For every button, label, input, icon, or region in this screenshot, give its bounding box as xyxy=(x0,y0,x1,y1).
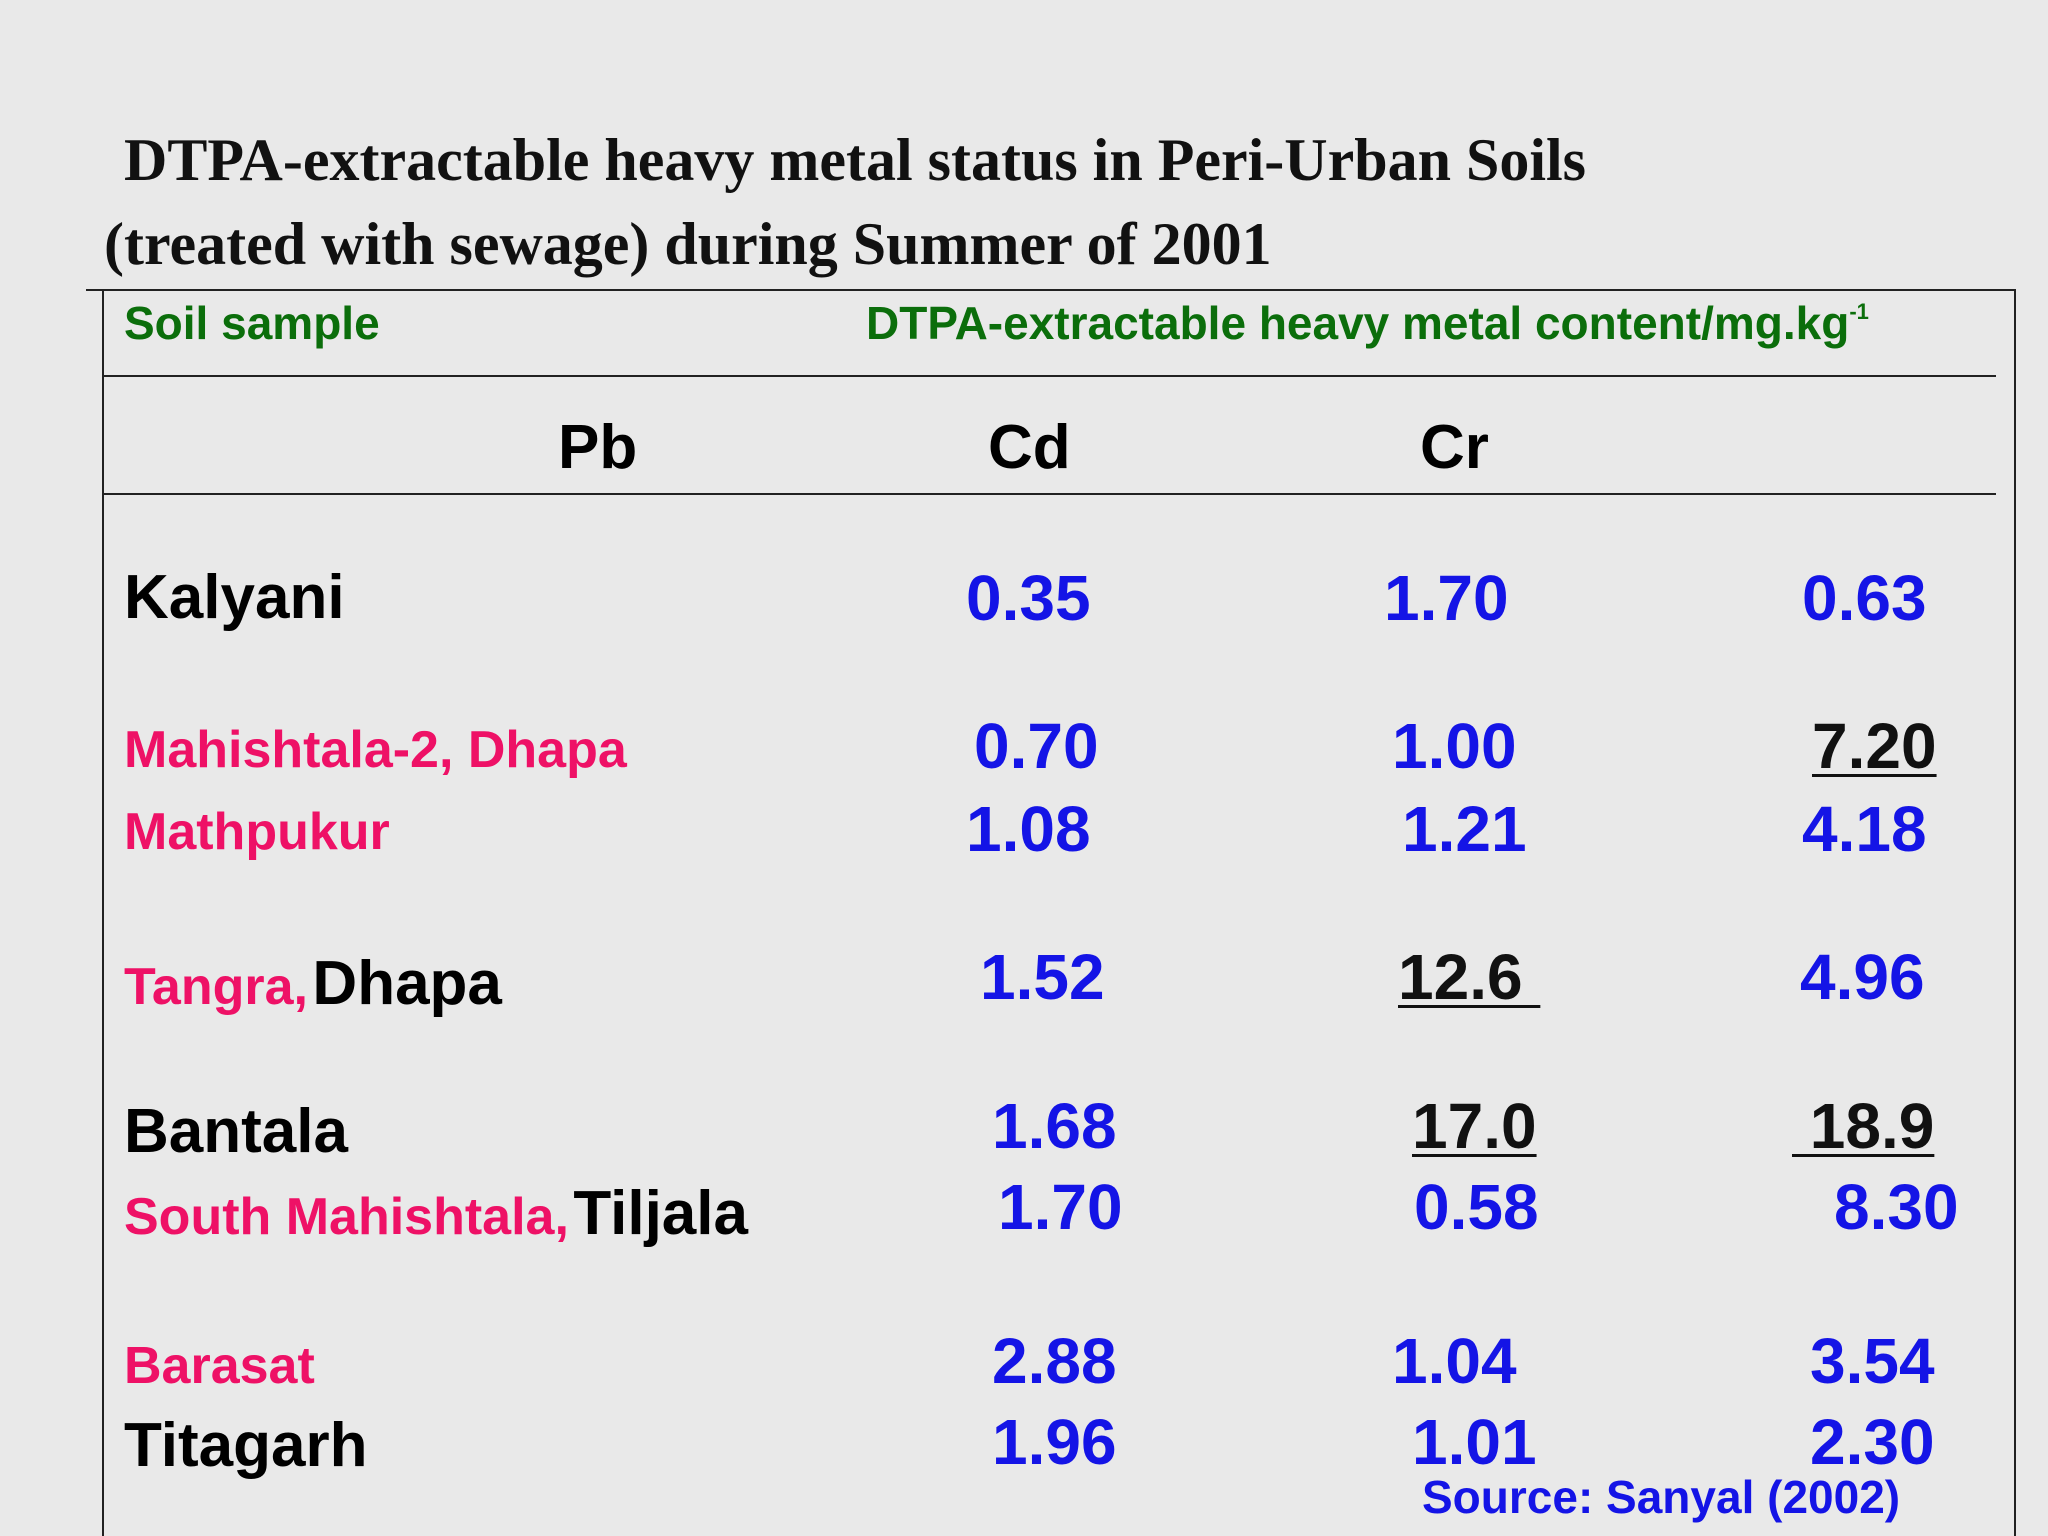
column-header-pb: Pb xyxy=(558,413,638,482)
header-metal-content-text: DTPA-extractable heavy metal content/mg.… xyxy=(866,297,1850,349)
table-cell: 17.0 xyxy=(1412,1090,1537,1162)
row-label-highlight: Mahishtala-2, Dhapa xyxy=(124,721,627,779)
table-right-border xyxy=(2014,289,2016,1536)
table-cell: 0.70 xyxy=(974,710,1099,782)
table-cell: 1.01 xyxy=(1412,1406,1537,1478)
table-cell: 18.9 xyxy=(1792,1090,1935,1162)
table-cell: 1.96 xyxy=(992,1406,1117,1478)
source-citation: Source: Sanyal (2002) xyxy=(1422,1471,1901,1523)
table-cell: 1.00 xyxy=(1392,710,1517,782)
table-cell: 3.54 xyxy=(1810,1325,1935,1397)
row-label: Kalyani xyxy=(124,562,345,633)
row-label-highlight: Tangra, xyxy=(124,958,308,1016)
table-cell: 4.96 xyxy=(1800,941,1925,1013)
row-label-text: Titagarh xyxy=(124,1411,368,1480)
table-cell: 1.70 xyxy=(998,1171,1123,1243)
header-unit-superscript: -1 xyxy=(1849,299,1869,324)
header-soil-sample: Soil sample xyxy=(124,296,380,350)
table-cell: 1.68 xyxy=(992,1090,1117,1162)
header-metal-content: DTPA-extractable heavy metal content/mg.… xyxy=(866,296,1869,350)
table-cell: 4.18 xyxy=(1802,793,1927,865)
slide-title-line-1: DTPA-extractable heavy metal status in P… xyxy=(124,127,1587,193)
row-label: Mathpukur xyxy=(124,802,390,862)
table-left-border xyxy=(102,289,104,1536)
row-label-text: Kalyani xyxy=(124,563,345,632)
row-label-text: Dhapa xyxy=(312,949,502,1018)
row-label-highlight: Barasat xyxy=(124,1337,315,1395)
table-cell: 0.35 xyxy=(966,562,1091,634)
table-cell: 12.6 xyxy=(1398,941,1541,1013)
table-cell: 7.20 xyxy=(1812,710,1937,782)
slide-title-line-2: (treated with sewage) during Summer of 2… xyxy=(104,211,1272,277)
header-divider xyxy=(102,375,1996,377)
table-cell: 0.63 xyxy=(1802,562,1927,634)
row-label: Tangra, Dhapa xyxy=(124,948,502,1019)
row-label-text: Bantala xyxy=(124,1097,348,1166)
row-label: Barasat xyxy=(124,1336,315,1396)
column-header-cd: Cd xyxy=(988,413,1071,482)
table-cell: 1.08 xyxy=(966,793,1091,865)
row-label-highlight: South Mahishtala, xyxy=(124,1188,569,1246)
row-label: Bantala xyxy=(124,1096,348,1167)
row-label-text: Tiljala xyxy=(573,1179,748,1248)
table-cell: 2.30 xyxy=(1810,1406,1935,1478)
row-label-highlight: Mathpukur xyxy=(124,803,390,861)
column-header-cr: Cr xyxy=(1420,413,1489,482)
table-cell: 8.30 xyxy=(1834,1171,1959,1243)
table-cell: 1.52 xyxy=(980,941,1105,1013)
slide-title: DTPA-extractable heavy metal status in P… xyxy=(104,118,1586,286)
table-top-rule xyxy=(86,289,2016,291)
column-header-divider xyxy=(102,493,1996,495)
row-label: South Mahishtala, Tiljala xyxy=(124,1178,748,1249)
row-label: Mahishtala-2, Dhapa xyxy=(124,720,627,780)
table-cell: 1.04 xyxy=(1392,1325,1517,1397)
table-cell: 1.21 xyxy=(1402,793,1527,865)
header-soil-sample-text: Soil sample xyxy=(124,297,380,349)
table-cell: 1.70 xyxy=(1384,562,1509,634)
table-cell: 2.88 xyxy=(992,1325,1117,1397)
table-cell: 0.58 xyxy=(1414,1171,1539,1243)
row-label: Titagarh xyxy=(124,1410,367,1481)
